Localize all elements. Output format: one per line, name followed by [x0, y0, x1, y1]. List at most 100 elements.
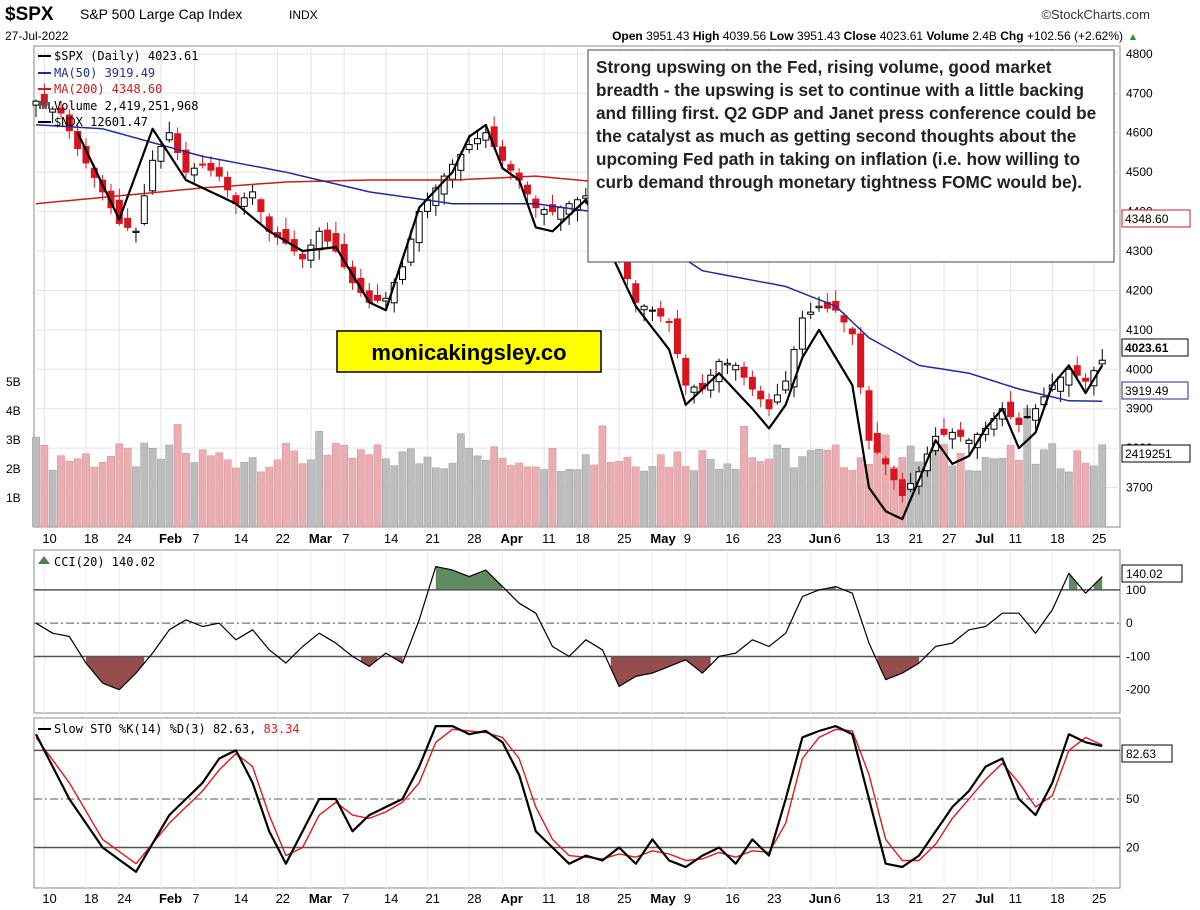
price-series [32, 83, 1106, 521]
x-tick-label: 7 [192, 531, 199, 546]
volume-bar [373, 444, 382, 528]
exchange: INDX [289, 8, 318, 22]
candle-body [165, 132, 173, 141]
volume-bar [40, 444, 49, 528]
candle-body [1082, 377, 1090, 382]
price-tick-label: 4100 [1126, 323, 1153, 337]
volume-bar [773, 444, 782, 528]
volume-bar [590, 464, 598, 528]
volume-bar [965, 470, 973, 528]
candle-body [432, 187, 440, 206]
volume-bar [290, 450, 299, 528]
volume-bar [673, 451, 682, 528]
volume-tag-box [1121, 444, 1191, 463]
x-tick-label: 18 [1050, 531, 1064, 546]
close-value: 4023.61 [880, 29, 924, 43]
volume-bar [715, 469, 723, 528]
candle-body [548, 204, 556, 213]
ma50-line [35, 124, 1103, 402]
x-tick-label-bottom: 9 [684, 891, 691, 906]
volume-bar [1015, 460, 1023, 528]
x-tick-label: Apr [500, 531, 522, 546]
brand: ©StockCharts.com [1041, 7, 1150, 22]
candle-body [948, 431, 956, 440]
sto-k-label: Slow STO %K(14) %D(3) 82.63, [54, 722, 264, 736]
candle-body [773, 394, 781, 403]
volume-bar [565, 469, 573, 528]
volume-bar [315, 431, 324, 528]
volume-bar [581, 454, 590, 528]
x-tick-label-bottom: Jul [975, 891, 994, 906]
candle-body [1065, 368, 1073, 386]
candle-body [57, 107, 65, 114]
x-tick-label: 28 [467, 531, 481, 546]
volume-bar [456, 433, 465, 528]
volume-bar [415, 463, 424, 528]
x-tick-label: 9 [684, 531, 691, 546]
x-tick-label: 11 [542, 531, 556, 546]
candle-body [299, 253, 307, 260]
candle-body [207, 162, 215, 171]
candle-body [107, 190, 115, 209]
volume-tick-label: 2B [6, 462, 21, 476]
ma50-tag: 3919.49 [1121, 381, 1189, 400]
x-tick-label: 14 [384, 531, 398, 546]
candle-body [40, 94, 48, 106]
candle-body [665, 321, 673, 324]
volume-bar [340, 444, 349, 528]
x-tick-label: 10 [42, 531, 56, 546]
x-tick-label: Mar [309, 531, 332, 546]
cci-overbought-fill [435, 566, 503, 590]
volume-bar [931, 450, 940, 528]
volume-bar [815, 449, 823, 528]
volume-bar [1056, 468, 1065, 528]
x-tick-label: May [650, 531, 676, 546]
volume-bar [248, 457, 257, 528]
x-tick-label-bottom: 28 [467, 891, 481, 906]
candle-body [465, 144, 473, 151]
candle-body [815, 305, 823, 309]
volume-bar [498, 457, 507, 528]
volume-bar [881, 434, 890, 528]
candle-body [640, 305, 648, 311]
volume-bar [690, 470, 698, 528]
symbol: $SPX [5, 4, 54, 25]
volume-bar [506, 465, 515, 528]
x-tick-label-bottom: Feb [159, 891, 182, 906]
volume-tag: 2419251 [1121, 444, 1191, 463]
volume-bar [307, 459, 315, 528]
candle-body [1015, 417, 1023, 425]
volume-bar [448, 462, 457, 528]
price-tick-label: 3900 [1126, 402, 1153, 416]
ma50-tag-box [1121, 381, 1189, 400]
volume-bar [32, 436, 40, 528]
volume-bar [390, 465, 399, 528]
candle-body [1023, 416, 1031, 419]
volume-bar [298, 463, 307, 528]
x-tick-label-bottom: 25 [617, 891, 631, 906]
x-tick-label: 11 [1009, 531, 1023, 546]
open-value: 3951.43 [646, 29, 690, 43]
candle-body [865, 390, 873, 441]
candle-body [807, 311, 815, 315]
volume-value: 2.4B [972, 29, 997, 43]
x-tick-label: 27 [942, 531, 956, 546]
volume-bar [573, 469, 582, 528]
candle-body [407, 238, 415, 263]
volume-bar [73, 458, 82, 528]
x-tick-label-bottom: 7 [192, 891, 199, 906]
cci-legend: CCI(20) 140.02 [38, 555, 155, 569]
volume-bar [90, 466, 99, 528]
volume-bar [173, 424, 182, 528]
x-tick-label-bottom: 25 [1092, 891, 1106, 906]
cci-overbought-fill [1093, 576, 1103, 590]
volume-bar [348, 458, 357, 528]
candle-body [540, 209, 548, 215]
volume-bar [873, 444, 882, 528]
volume-bar [981, 457, 990, 528]
volume-bar [640, 470, 648, 528]
x-tick-label: Jul [975, 531, 994, 546]
candle-body [307, 244, 315, 261]
volume-bar [215, 452, 224, 528]
